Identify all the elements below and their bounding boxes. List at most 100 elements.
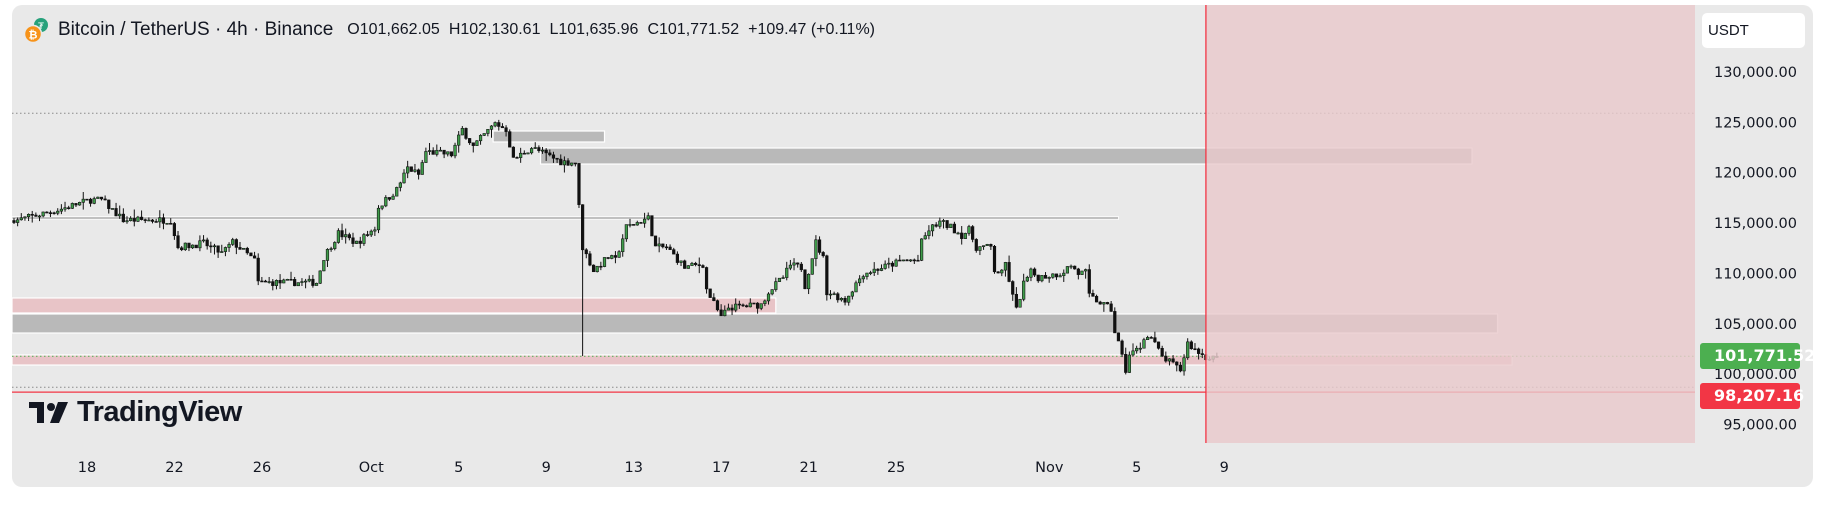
price-tick-label: 125,000.00: [1714, 115, 1797, 131]
candle-up: [369, 230, 373, 236]
gray-zone: [11, 297, 777, 314]
candle-down: [252, 255, 257, 259]
candle-up: [307, 278, 311, 282]
candle-up: [981, 245, 986, 247]
symbol-header: ₮ ₿ Bitcoin / TetherUS · 4h · Binance O1…: [24, 17, 884, 43]
candle-down: [209, 245, 213, 248]
candle-down: [1178, 364, 1182, 372]
candle-up: [96, 196, 100, 199]
candle-up: [267, 281, 271, 283]
candle-down: [263, 280, 268, 283]
candle-up: [23, 216, 27, 219]
candle-down: [1054, 273, 1059, 278]
candle-down: [916, 259, 920, 262]
candle-down: [176, 235, 180, 249]
candle-down: [1164, 355, 1168, 362]
candle-up: [147, 219, 151, 222]
candle-up: [16, 219, 20, 223]
candle-up: [274, 280, 279, 286]
candle-up: [191, 244, 195, 249]
candle-up: [110, 208, 115, 210]
candle-up: [413, 169, 417, 172]
candle-up: [391, 195, 395, 200]
candle-down: [591, 264, 596, 273]
candle-up: [198, 240, 202, 249]
candle-down: [358, 240, 362, 244]
candle-down: [672, 249, 676, 255]
svg-text:₮: ₮: [38, 22, 44, 32]
candle-down: [245, 247, 249, 254]
candle-down: [504, 127, 508, 132]
candle-down: [1036, 274, 1040, 282]
ohlc-values: O101,662.05 H102,130.61 L101,635.96 C101,77…: [347, 21, 884, 39]
last-price-badge: 101,771.52: [1700, 343, 1815, 370]
horizontal-level-line[interactable]: [11, 216, 1119, 220]
candle-up: [770, 289, 774, 295]
tradingview-logo[interactable]: TradingView: [29, 396, 242, 429]
candle-up: [165, 222, 169, 225]
candle-down: [712, 297, 716, 301]
candle-up: [1131, 350, 1135, 356]
candle-up: [748, 302, 752, 308]
candle-up: [1047, 276, 1051, 279]
candle-up: [1135, 347, 1139, 352]
candle-down: [971, 226, 975, 240]
candle-up: [344, 234, 348, 238]
candle-down: [989, 244, 993, 247]
currency-selector[interactable]: USDT: [1702, 13, 1805, 48]
candle-up: [420, 162, 424, 175]
candle-down: [890, 262, 895, 267]
candle-up: [726, 307, 731, 311]
candle-down: [715, 300, 720, 311]
candle-up: [1051, 273, 1055, 278]
close-value: C101,771.52: [647, 21, 740, 38]
candle-up: [941, 220, 946, 222]
price-tick-label: 120,000.00: [1714, 166, 1797, 182]
candle-up: [303, 280, 308, 283]
candle-up: [810, 258, 814, 275]
candle-down: [974, 239, 978, 251]
low-value: L101,635.96: [549, 21, 639, 38]
candle-up: [540, 149, 545, 152]
candle-down: [752, 302, 756, 305]
candle-up: [355, 240, 359, 244]
candle-down: [708, 288, 712, 298]
candle-up: [125, 220, 129, 223]
candle-up: [1069, 265, 1073, 268]
candle-down: [143, 219, 147, 221]
candle-up: [635, 222, 639, 226]
candle-down: [256, 257, 260, 282]
candle-down: [573, 162, 577, 165]
candle-up: [1138, 347, 1142, 350]
candle-down: [581, 204, 585, 251]
candle-down: [1098, 301, 1102, 305]
candle-down: [1160, 347, 1164, 357]
candle-up: [1182, 357, 1186, 372]
candle-up: [183, 242, 187, 251]
candle-up: [457, 134, 461, 146]
candle-up: [1167, 358, 1172, 362]
candle-down: [1109, 303, 1113, 312]
candle-down: [876, 268, 880, 271]
candle-up: [56, 210, 60, 214]
highlight-region: [1205, 5, 1695, 443]
candle-down: [30, 214, 34, 216]
candle-down: [161, 217, 166, 224]
candle-up: [839, 298, 844, 301]
candle-up: [478, 135, 483, 142]
symbol-title[interactable]: Bitcoin / TetherUS · 4h · Binance: [58, 19, 334, 40]
candle-up: [395, 187, 399, 197]
candle-down: [260, 280, 264, 283]
candle-up: [92, 198, 96, 204]
candle-down: [755, 302, 760, 309]
candle-up: [865, 272, 869, 277]
candle-down: [431, 150, 435, 155]
candle-up: [336, 230, 341, 243]
candle-up: [777, 277, 782, 282]
candle-down: [471, 142, 475, 146]
candle-up: [318, 270, 322, 284]
candle-down: [169, 222, 173, 225]
candle-down: [548, 152, 552, 156]
candle-down: [1200, 353, 1204, 355]
